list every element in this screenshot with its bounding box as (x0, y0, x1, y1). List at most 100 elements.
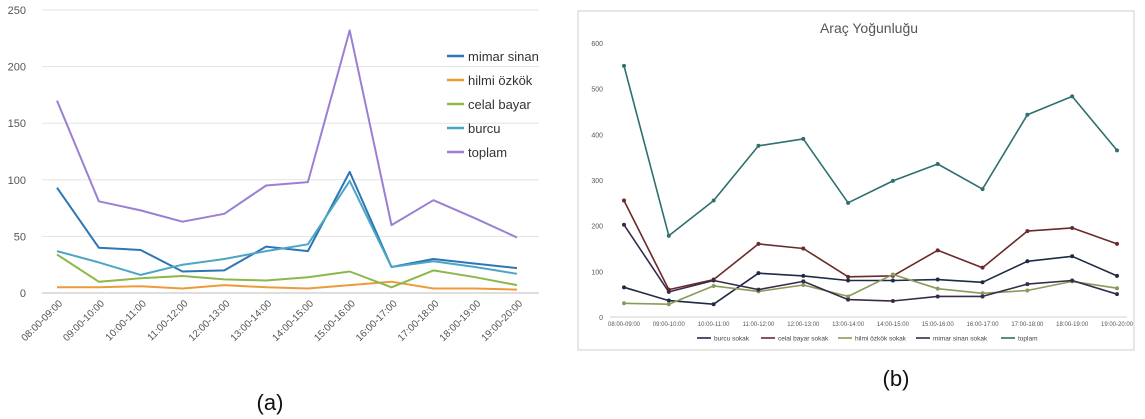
series-line-mimar-sinan (56, 170, 518, 273)
x-tick-label: 08:00-09:00 (20, 298, 66, 344)
legend-label-mimar-sinan: mimar sinan (468, 49, 539, 64)
x-tick-label: 14:00-15:00 (270, 298, 316, 344)
x-tick-label: 11:00-12:00 (146, 298, 191, 343)
y-tick-label: 200 (591, 224, 603, 231)
series-line-mimar-sinan-sokak (623, 224, 1118, 302)
data-point-mimar-sinan-sokak (935, 294, 940, 299)
x-tick-label: 15:00-16:00 (312, 298, 358, 344)
x-tick-label: 09:00-10:00 (61, 298, 107, 344)
x-tick-label: 17:00-18:00 (396, 298, 442, 344)
data-point-hilmi-ozkok-sokak (935, 286, 940, 291)
x-tick-label: 18:00-19:00 (1056, 322, 1089, 328)
data-point-burcu-sokak (622, 285, 626, 290)
series-line-burcu (56, 179, 518, 276)
data-point-hilmi-ozkok-sokak (801, 283, 806, 288)
data-point-hilmi-ozkok-sokak (1025, 288, 1030, 293)
data-point-mimar-sinan-sokak (711, 278, 716, 283)
y-tick-label: 400 (591, 132, 603, 139)
data-point-toplam (980, 187, 985, 192)
y-tick-label: 50 (14, 231, 26, 243)
x-tick-label: 17:00-18:00 (1011, 322, 1044, 328)
data-point-hilmi-ozkok-sokak (846, 294, 851, 299)
x-tick-label: 16:00-17:00 (967, 322, 1000, 328)
x-tick-label: 19:00-20:00 (480, 298, 526, 344)
data-point-celal-bayar-sokak (846, 274, 851, 279)
x-tick-label: 13:00-14:00 (832, 322, 865, 328)
data-point-celal-bayar-sokak (801, 246, 806, 251)
data-point-toplam (890, 178, 895, 183)
data-point-mimar-sinan-sokak (801, 279, 806, 284)
data-point-burcu-sokak (980, 280, 985, 285)
data-point-toplam (622, 63, 626, 68)
x-tick-label: 16:00-17:00 (354, 298, 400, 344)
data-point-burcu-sokak (756, 271, 761, 276)
data-point-toplam (1025, 112, 1030, 117)
data-point-burcu-sokak (711, 302, 716, 307)
data-point-mimar-sinan-sokak (666, 289, 671, 294)
data-point-hilmi-ozkok-sokak (666, 302, 671, 307)
y-tick-label: 100 (8, 175, 26, 187)
series-line-celal-bayar (56, 253, 518, 289)
data-point-toplam (846, 200, 851, 205)
y-tick-label: 200 (8, 62, 26, 74)
series-line-hilmi-ozkok-sokak (623, 273, 1118, 306)
y-tick-label: 0 (20, 288, 26, 300)
legend-label-toplam: toplam (1018, 336, 1038, 343)
data-point-celal-bayar-sokak (1115, 241, 1119, 246)
y-tick-label: 100 (591, 269, 603, 276)
legend-label-mimar-sinan-sokak: mimar sinan sokak (933, 336, 988, 343)
series-line-celal-bayar-sokak (623, 200, 1118, 291)
data-point-hilmi-ozkok-sokak (1115, 286, 1119, 291)
data-point-burcu-sokak (935, 277, 940, 282)
x-tick-label: 13:00-14:00 (229, 298, 275, 344)
data-point-hilmi-ozkok-sokak (980, 291, 985, 296)
y-tick-label: 250 (8, 5, 26, 17)
series-line-toplam (56, 29, 518, 239)
data-point-hilmi-ozkok-sokak (711, 283, 716, 288)
data-point-celal-bayar-sokak (980, 265, 985, 270)
y-tick-label: 300 (591, 178, 603, 185)
data-point-mimar-sinan-sokak (846, 297, 851, 302)
x-tick-label: 14:00-15:00 (877, 322, 910, 328)
data-point-toplam (756, 143, 761, 148)
data-point-burcu-sokak (1115, 273, 1119, 278)
legend-label-hilmi-ozkok: hilmi özkök (468, 73, 533, 88)
x-tick-label: 10:00-11:00 (698, 322, 730, 328)
legend-label-burcu-sokak: burcu sokak (714, 336, 750, 343)
data-point-mimar-sinan-sokak (890, 299, 895, 304)
data-point-celal-bayar-sokak (756, 241, 761, 246)
data-point-burcu-sokak (801, 273, 806, 278)
chart-b: Araç Yoğunluğu 0 100 200 300 400 500 600 08:00-0… (577, 10, 1135, 351)
x-tick-label: 11:00-12:00 (743, 322, 775, 328)
legend-label-toplam: toplam (468, 145, 507, 160)
data-point-mimar-sinan-sokak (1025, 282, 1030, 287)
caption-b: (b) (883, 366, 910, 391)
x-tick-label: 09:00-10:00 (653, 322, 686, 328)
x-tick-label: 19:00-20:00 (1101, 322, 1134, 328)
data-point-celal-bayar-sokak (622, 198, 626, 203)
data-point-burcu-sokak (846, 278, 851, 283)
series-line-toplam (623, 65, 1118, 237)
data-point-toplam (666, 233, 671, 238)
data-point-toplam (1070, 94, 1075, 99)
y-tick-label: 600 (591, 41, 603, 48)
data-point-celal-bayar-sokak (1070, 225, 1075, 230)
data-point-hilmi-ozkok-sokak (622, 301, 626, 306)
x-tick-label: 10:00-11:00 (104, 298, 149, 343)
chart-title: Araç Yoğunluğu (820, 20, 918, 36)
data-point-toplam (1115, 148, 1119, 153)
series-line-burcu-sokak (623, 255, 1118, 306)
data-point-toplam (711, 198, 716, 203)
legend-label-celal-bayar: celal bayar (468, 97, 532, 112)
x-tick-label: 18:00-19:00 (438, 298, 484, 344)
chart-b-frame (577, 10, 1135, 351)
caption-a: (a) (257, 390, 284, 415)
y-tick-label: 500 (591, 87, 603, 94)
x-tick-label: 15:00-16:00 (922, 322, 955, 328)
data-point-mimar-sinan-sokak (622, 222, 626, 227)
y-tick-label: 0 (599, 315, 603, 322)
y-tick-label: 150 (8, 118, 26, 130)
data-point-toplam (935, 162, 940, 167)
legend-label-celal-bayar-sokak: celal bayar sokak (778, 336, 829, 343)
